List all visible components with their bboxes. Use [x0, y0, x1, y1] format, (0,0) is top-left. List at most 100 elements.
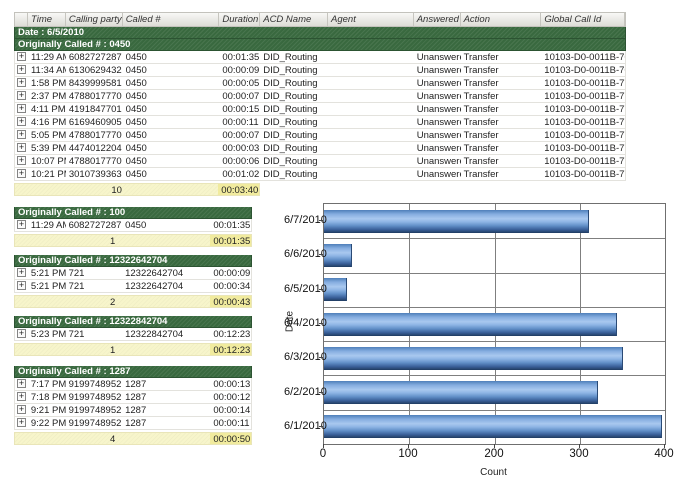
col-header-calling[interactable]: Calling party # — [66, 13, 123, 26]
chart-plot-area — [323, 203, 666, 445]
acd-cell: DID_Routing — [263, 130, 318, 141]
global_id-cell: 10103-D0-0011B-772 — [544, 104, 625, 115]
time-cell: 9:21 PM — [30, 405, 66, 416]
expand-button[interactable]: + — [17, 280, 26, 290]
called-cell: 12322642704 — [125, 268, 184, 279]
duration-cell: 00:00:34 — [213, 281, 251, 292]
summary-duration: 00:00:43 — [210, 296, 251, 307]
expand-button[interactable]: + — [17, 378, 26, 388]
col-header-exp[interactable] — [15, 13, 28, 26]
expander-cell: + — [15, 168, 28, 180]
summary-count: 1 — [110, 345, 116, 355]
col-header-acd[interactable]: ACD Name — [260, 13, 329, 26]
table-row[interactable]: +5:05 PM 4788017770 0450 00:00:07 DID_Routin… — [14, 129, 626, 142]
table-row[interactable]: +11:29 AM60827272870450 00:01:35 — [14, 219, 252, 232]
group-summary-row: 1 00:12:23 — [14, 343, 252, 356]
col-header-answered[interactable]: Answered — [414, 13, 461, 26]
called-cell: 0450 — [125, 52, 147, 63]
answered-cell: Unanswered — [416, 169, 461, 180]
time-cell: 5:23 PM — [30, 329, 66, 340]
originally-called-group-header: Originally Called # : 1287 — [14, 366, 252, 378]
expand-button[interactable]: + — [17, 267, 26, 277]
calling-cell: 721 — [68, 268, 85, 279]
time-cell: 5:39 PM — [30, 143, 66, 154]
expand-button[interactable]: + — [17, 328, 26, 338]
col-header-global_id[interactable]: Global Call Id — [541, 13, 626, 26]
table-row[interactable]: +1:58 PM 8439999581 0450 00:00:05 DID_Routin… — [14, 77, 626, 90]
expand-button[interactable]: + — [17, 417, 26, 427]
x-tick-mark — [664, 444, 665, 448]
expand-button[interactable]: + — [17, 219, 26, 229]
action-cell: Transfer — [463, 78, 499, 89]
expander-cell: + — [15, 90, 28, 102]
duration-cell: 00:12:23 — [213, 329, 251, 340]
called-cell: 1287 — [125, 418, 147, 429]
expand-button[interactable]: + — [17, 77, 26, 87]
table-row[interactable]: +2:37 PM 4788017770 0450 00:00:07 DID_Routin… — [14, 90, 626, 103]
duration-cell: 00:00:09 — [222, 65, 260, 76]
expand-button[interactable]: + — [17, 51, 26, 61]
gridline-horizontal — [324, 375, 665, 376]
expander-cell: + — [15, 404, 28, 416]
time-cell: 7:18 PM — [30, 392, 66, 403]
expand-button[interactable]: + — [17, 155, 26, 165]
table-row[interactable]: +5:21 PM 721 12322642704 00:00:09 — [14, 267, 252, 280]
called-cell: 0450 — [125, 169, 147, 180]
call-table-group: Originally Called # : 12322842704 +5:23 P… — [14, 316, 252, 356]
calling-cell: 9199748952 — [68, 405, 122, 416]
called-cell: 1287 — [125, 392, 147, 403]
expand-button[interactable]: + — [17, 90, 26, 100]
bar-6/4/2010 — [324, 313, 617, 336]
x-tick-mark — [494, 444, 495, 448]
duration-cell: 00:00:13 — [213, 379, 251, 390]
table-row[interactable]: +9:22 PM 9199748952 1287 00:00:11 — [14, 417, 252, 430]
bar-6/2/2010 — [324, 381, 598, 404]
expand-button[interactable]: + — [17, 129, 26, 139]
expand-button[interactable]: + — [17, 404, 26, 414]
table-row[interactable]: +11:29 AM60827272870450 00:01:35DID_Routi… — [14, 51, 626, 64]
table-row[interactable]: +5:39 PM 4474012204 0450 00:00:03 DID_Routin… — [14, 142, 626, 155]
duration-cell: 00:00:14 — [213, 405, 251, 416]
action-cell: Transfer — [463, 52, 499, 63]
expand-button[interactable]: + — [17, 391, 26, 401]
expand-button[interactable]: + — [17, 168, 26, 178]
table-row[interactable]: +11:34 AM61306294320450 00:00:09DID_Routi… — [14, 64, 626, 77]
col-header-duration[interactable]: Duration — [219, 13, 261, 26]
duration-cell: 00:00:06 — [222, 156, 260, 167]
y-axis-tick-label: 6/6/2010 — [284, 248, 327, 260]
calling-cell: 6169460905 — [68, 117, 122, 128]
global_id-cell: 10103-D0-0011B-768 — [544, 52, 625, 63]
table-row[interactable]: +5:21 PM 721 12322642704 00:00:34 — [14, 280, 252, 293]
y-tick-mark — [319, 392, 323, 393]
answered-cell: Unanswered — [416, 91, 461, 102]
y-axis-tick-label: 6/5/2010 — [284, 283, 327, 295]
group-summary-row: 10 00:03:40 — [14, 183, 260, 196]
acd-cell: DID_Routing — [263, 65, 318, 76]
col-header-agent[interactable]: Agent — [328, 13, 414, 26]
table-row[interactable]: +4:16 PM 6169460905 0450 00:00:11 DID_Routin… — [14, 116, 626, 129]
col-header-time[interactable]: Time — [28, 13, 66, 26]
answered-cell: Unanswered — [416, 104, 461, 115]
col-header-called[interactable]: Called # — [123, 13, 220, 26]
col-header-action[interactable]: Action — [461, 13, 542, 26]
time-cell: 5:21 PM — [30, 281, 66, 292]
table-row[interactable]: +10:21 PM30107393630450 00:01:02DID_Routi… — [14, 168, 626, 181]
table-row[interactable]: +9:21 PM 9199748952 1287 00:00:14 — [14, 404, 252, 417]
expand-button[interactable]: + — [17, 103, 26, 113]
expand-button[interactable]: + — [17, 142, 26, 152]
acd-cell: DID_Routing — [263, 91, 318, 102]
duration-cell: 00:00:12 — [213, 392, 251, 403]
agent-cell — [328, 51, 414, 63]
agent-cell — [328, 116, 414, 128]
called-cell: 0450 — [125, 65, 147, 76]
global_id-cell: 10103-D0-0011B-77E — [544, 156, 625, 167]
table-row[interactable]: +7:18 PM 9199748952 1287 00:00:12 — [14, 391, 252, 404]
table-row[interactable]: +5:23 PM 721 12322842704 00:12:23 — [14, 328, 252, 341]
time-cell: 7:17 PM — [30, 379, 66, 390]
agent-cell — [328, 103, 414, 115]
table-row[interactable]: +7:17 PM 9199748952 1287 00:00:13 — [14, 378, 252, 391]
expand-button[interactable]: + — [17, 116, 26, 126]
table-row[interactable]: +4:11 PM 4191847701 0450 00:00:15 DID_Routin… — [14, 103, 626, 116]
expand-button[interactable]: + — [17, 64, 26, 74]
